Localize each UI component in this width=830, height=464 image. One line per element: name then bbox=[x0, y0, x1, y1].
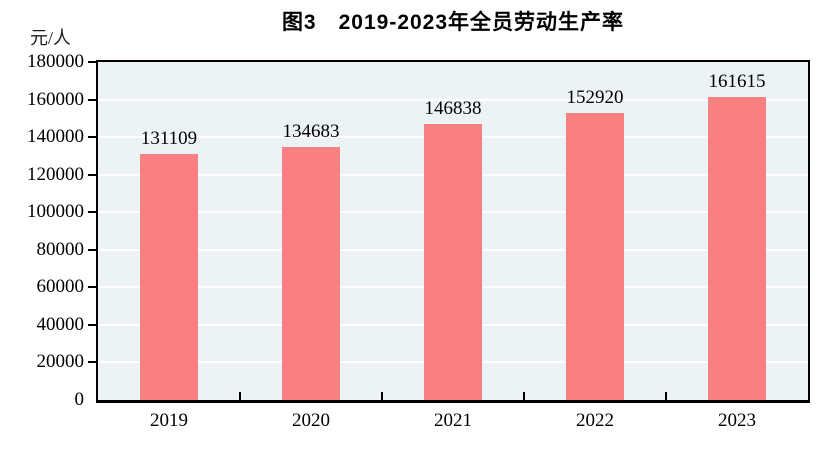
bar-value-label-2022: 152920 bbox=[566, 86, 624, 108]
gridline bbox=[98, 98, 808, 101]
bar-value-label-2021: 146838 bbox=[424, 98, 482, 120]
x-axis-tick-label-2020: 2020 bbox=[292, 410, 330, 431]
y-axis-tick-label: 100000 bbox=[27, 201, 84, 223]
y-axis-tick-label: 0 bbox=[74, 389, 85, 410]
x-axis-tick-label-2019: 2019 bbox=[150, 410, 188, 431]
y-axis-tick bbox=[88, 248, 96, 251]
plot-area bbox=[96, 60, 810, 403]
y-axis-tick-label: 40000 bbox=[36, 313, 85, 335]
y-axis-tick-label: 80000 bbox=[36, 238, 85, 260]
bar-value-label-2019: 131109 bbox=[140, 127, 198, 149]
y-axis-tick bbox=[88, 173, 96, 176]
y-axis-tick bbox=[88, 98, 96, 101]
y-axis-tick bbox=[88, 286, 96, 289]
y-axis-tick bbox=[88, 211, 96, 214]
bar-value-label-2023: 161615 bbox=[708, 70, 766, 92]
y-axis-tick bbox=[88, 361, 96, 364]
x-axis-tick bbox=[239, 392, 241, 400]
y-axis-unit-label: 元/人 bbox=[30, 28, 72, 48]
y-axis-tick bbox=[88, 61, 96, 63]
y-axis-tick-label: 160000 bbox=[27, 88, 84, 110]
x-axis-tick bbox=[381, 392, 383, 400]
y-axis-tick-label: 140000 bbox=[27, 126, 84, 148]
bar-2019 bbox=[140, 153, 198, 400]
x-axis-tick bbox=[523, 392, 525, 400]
x-axis-tick-label-2023: 2023 bbox=[718, 410, 756, 431]
bar-2021 bbox=[424, 124, 482, 400]
y-axis-tick-label: 60000 bbox=[36, 276, 85, 298]
bar-2023 bbox=[708, 96, 766, 400]
y-axis-tick bbox=[88, 136, 96, 139]
x-axis-tick-label-2021: 2021 bbox=[434, 410, 472, 431]
x-axis-tick bbox=[665, 392, 667, 400]
y-axis-tick-label: 180000 bbox=[27, 51, 84, 72]
y-axis-tick-label: 120000 bbox=[27, 163, 84, 185]
bar-value-label-2020: 134683 bbox=[282, 121, 340, 143]
bar-2022 bbox=[566, 112, 624, 400]
y-axis-tick-label: 20000 bbox=[36, 351, 85, 373]
bar-2020 bbox=[282, 147, 340, 400]
chart-title: 图3 2019-2023年全员劳动生产率 bbox=[281, 11, 625, 34]
y-axis-tick bbox=[88, 323, 96, 326]
x-axis-tick-label-2022: 2022 bbox=[576, 410, 614, 431]
